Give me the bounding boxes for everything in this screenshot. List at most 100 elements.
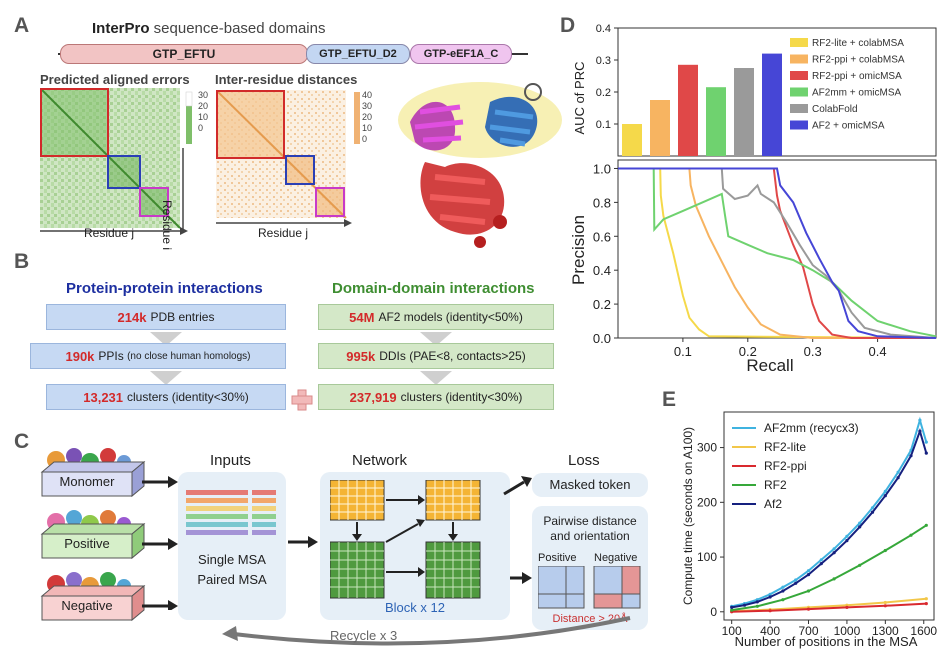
compute-y-label: Compute time (seconds on A100)	[681, 427, 695, 605]
pae-scale-0: 0	[198, 123, 204, 133]
legend-label-4: ColabFold	[812, 104, 858, 115]
pae-scale: 30 20 10 0	[198, 90, 208, 134]
e-legend-label-4: Af2	[764, 497, 782, 511]
compute-y-axis: 0 100 200 300	[697, 441, 724, 619]
grid-tr	[425, 480, 481, 521]
e-xtick-label-5: 1600	[910, 624, 937, 638]
pairwise-line-2: and orientation	[550, 529, 630, 543]
ddi-arrow-2	[420, 371, 452, 385]
pr-ytick-label-2: 0.4	[593, 263, 611, 278]
pae-box-blue	[107, 155, 141, 189]
pr-y-label: Precision	[570, 215, 588, 285]
dist-scale-20: 20	[362, 112, 373, 122]
pr-line-4	[618, 167, 937, 339]
compute-x-axis: 100 400 700 1000 1300 1600	[722, 620, 937, 638]
bar-ytick-label-2: 0.3	[596, 55, 611, 67]
panel-d-charts: 0.1 0.2 0.3 0.4 AUC of PRC RF2-lite + colab…	[570, 23, 937, 375]
ppi-ppis-note: (no close human homologs)	[127, 350, 251, 362]
distance-heatmap	[216, 90, 360, 227]
grid-br	[425, 541, 481, 599]
pr-line-2	[618, 167, 936, 339]
e-point-4-11	[870, 510, 875, 514]
e-point-4-12	[883, 494, 887, 498]
single-msa-label: Single MSA	[198, 552, 266, 567]
ppi-arrow-1	[150, 332, 182, 346]
e-point-4-2	[755, 600, 759, 604]
ppi-ppis: 190k PPIs (no close human homologs)	[30, 343, 286, 369]
e-point-4-1	[742, 603, 747, 607]
inputs-to-network-arrow	[288, 536, 318, 548]
e-point-0-6	[806, 569, 811, 573]
pr-x-label: Recall	[746, 356, 793, 375]
panel-label-e: E	[662, 388, 677, 411]
plus-icon	[291, 389, 313, 411]
category-arrows	[142, 476, 178, 610]
e-line-2	[731, 602, 927, 613]
e-point-4-10	[858, 525, 862, 529]
e-point-0-4	[781, 585, 785, 589]
e-legend-label-1: RF2-lite	[764, 440, 806, 454]
pr-ytick-label-0: 0.0	[593, 331, 611, 346]
pr-xtick-label-1: 0.2	[739, 344, 757, 359]
e-point-0-11	[870, 506, 875, 510]
training-categories	[40, 448, 146, 622]
e-ytick-label-0: 0	[710, 605, 717, 619]
pairwise-line-1: Pairwise distance	[543, 514, 637, 528]
e-point-4-3	[768, 595, 772, 599]
e-legend-label-3: RF2	[764, 478, 787, 492]
dist-title: Inter-residue distances	[215, 72, 358, 87]
network-diagram	[330, 480, 481, 599]
positive-group	[40, 510, 146, 560]
residue-j-label-dist: Residue j	[258, 226, 309, 240]
pae-box-magenta	[139, 187, 169, 217]
domains-title-rest: sequence-based domains	[149, 20, 326, 37]
e-point-4-13	[896, 476, 900, 480]
pr-line-5	[618, 167, 937, 339]
pr-line-3	[618, 167, 937, 338]
pr-xtick-label-3: 0.4	[869, 344, 887, 359]
pr-y-axis: 0.0 0.2 0.4 0.6 0.8 1.0	[593, 161, 618, 346]
ppi-clusters-text: clusters (identity<30%)	[127, 390, 249, 404]
pr-ytick-label-1: 0.2	[593, 297, 611, 312]
ddi-ddis-text: DDIs (PAE<8, contacts>25)	[379, 349, 526, 363]
e-point-2-3	[845, 605, 849, 609]
e-point-4-0	[730, 605, 734, 609]
e-legend-label-2: RF2-ppi	[764, 459, 807, 473]
e-ytick-label-2: 200	[697, 495, 717, 509]
paired-msa-label: Paired MSA	[197, 572, 267, 587]
e-point-2-5	[924, 602, 928, 606]
e-point-0-12	[883, 489, 887, 493]
masked-token-box	[532, 473, 648, 497]
ddi-clusters-count: 237,919	[349, 389, 397, 405]
e-point-0-10	[858, 521, 862, 525]
ppi-clusters-count: 13,231	[83, 389, 124, 405]
e-line-0	[731, 416, 928, 608]
pr-chart-frame	[617, 159, 937, 339]
legend-swatch-0	[790, 38, 808, 47]
pr-line-0	[618, 167, 937, 339]
e-point-0-15	[918, 418, 922, 422]
bar-0	[622, 124, 642, 156]
e-xtick-label-1: 400	[760, 624, 780, 638]
legend-label-1: RF2-ppi + colabMSA	[812, 55, 905, 66]
e-point-2-2	[806, 607, 811, 611]
ddi-models: 54M AF2 models (identity<50%)	[318, 304, 554, 330]
ddi-ddis-count: 995k	[346, 348, 376, 364]
e-point-3-8	[924, 523, 928, 527]
e-point-0-16	[924, 440, 928, 444]
pae-title: Predicted aligned errors	[40, 72, 190, 87]
ddi-ddis: 995k DDIs (PAE<8, contacts>25)	[318, 343, 554, 369]
pr-ytick-label-4: 0.8	[593, 195, 611, 210]
compute-lines	[730, 416, 928, 614]
e-point-4-16	[924, 451, 928, 455]
domain-gtp-eef1a-c: GTP-eEF1A_C	[410, 44, 512, 64]
bar-ytick-label-3: 0.4	[596, 23, 611, 35]
grid-tl	[330, 480, 385, 521]
e-xtick-label-3: 1000	[834, 624, 861, 638]
panel-e-chart: 0 100 200 300 100 400 700 1000 1300 1600 AF2mm (…	[681, 411, 937, 649]
bar-3	[706, 87, 726, 156]
compute-legend: AF2mm (recycx3) RF2-lite RF2-ppi RF2 Af2	[732, 421, 859, 511]
e-point-4-6	[806, 573, 811, 577]
e-line-1	[731, 597, 927, 613]
bar-5	[762, 53, 782, 156]
